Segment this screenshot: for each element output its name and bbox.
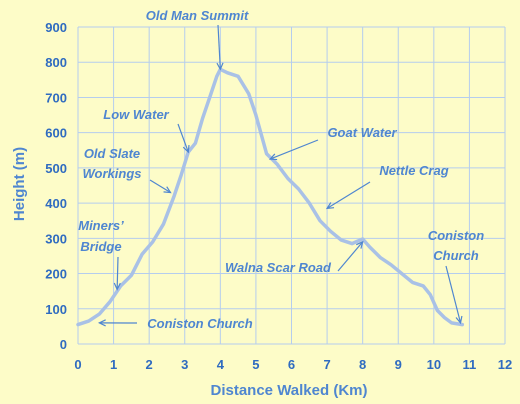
x-tick-label: 10: [427, 357, 441, 372]
y-tick-label: 900: [45, 20, 67, 35]
annotation-arrow-line: [445, 265, 462, 324]
x-tick-label: 1: [110, 357, 117, 372]
annotation-arrow-head: [216, 62, 224, 71]
annotation-arrow-head: [325, 202, 335, 210]
y-tick-label: 800: [45, 55, 67, 70]
x-tick-label: 11: [463, 357, 477, 372]
annotation-workings: Workings: [83, 166, 142, 181]
x-tick-label: 2: [146, 357, 153, 372]
annotation-arrow-line: [116, 256, 119, 290]
x-tick-label: 0: [74, 357, 81, 372]
annotation-arrows: [97, 24, 463, 327]
y-tick-label: 400: [45, 196, 67, 211]
y-tick-label: 100: [45, 302, 67, 317]
annotation-arrow-line: [337, 241, 364, 272]
annotation-old-man-summit: Old Man Summit: [146, 8, 249, 23]
annotation-church: Church: [433, 248, 479, 263]
y-tick-label: 200: [45, 267, 67, 282]
annotation-arrow-head: [268, 153, 278, 161]
series-line: [76, 67, 465, 327]
x-tick-labels: 0 1 2 3 4 5 6 7 8 9 10 11 12: [74, 357, 512, 372]
x-tick-label: 4: [217, 357, 225, 372]
annotation-arrow-line: [149, 179, 171, 194]
x-tick-label: 3: [181, 357, 188, 372]
annotation-arrow-head: [182, 145, 190, 154]
x-tick-label: 9: [395, 357, 402, 372]
y-tick-labels: 0 100 200 300 400 500 600 700 800 900: [45, 20, 67, 352]
annotation-arrow-line: [326, 181, 371, 209]
annotation-miners: Miners’: [78, 218, 124, 233]
annotation-arrow-line: [269, 139, 319, 160]
annotation-arrow-head: [113, 282, 121, 291]
annotation-arrow-head: [356, 240, 364, 249]
annotation-old-slate: Old Slate: [84, 146, 140, 161]
y-tick-label: 700: [45, 90, 67, 105]
y-tick-label: 300: [45, 231, 67, 246]
annotation-arrow-head: [97, 319, 106, 327]
y-tick-label: 0: [60, 337, 67, 352]
annotation-low-water: Low Water: [103, 107, 169, 122]
annotation-nettle-crag: Nettle Crag: [379, 163, 448, 178]
y-axis-label: Height (m): [11, 147, 28, 221]
y-tick-label: 600: [45, 126, 67, 141]
y-tick-label: 500: [45, 161, 67, 176]
annotation-arrow-head: [455, 315, 463, 325]
x-axis-label: Distance Walked (Km): [211, 382, 368, 399]
x-tick-label: 7: [323, 357, 330, 372]
annotation-arrow-line: [177, 123, 189, 153]
x-tick-label: 6: [288, 357, 295, 372]
annotation-arrow-head: [163, 186, 172, 194]
annotation-bridge: Bridge: [80, 239, 121, 254]
annotation-goat-water: Goat Water: [327, 125, 397, 140]
annotation-coniston-church: Coniston Church: [147, 316, 252, 331]
x-tick-label: 12: [498, 357, 512, 372]
annotation-walna-scar-road: Walna Scar Road: [225, 260, 332, 275]
x-tick-label: 8: [359, 357, 366, 372]
annotation-coniston: Coniston: [428, 228, 484, 243]
x-tick-label: 5: [252, 357, 259, 372]
grid: [77, 26, 506, 345]
annotation-arrow-line: [217, 24, 221, 70]
